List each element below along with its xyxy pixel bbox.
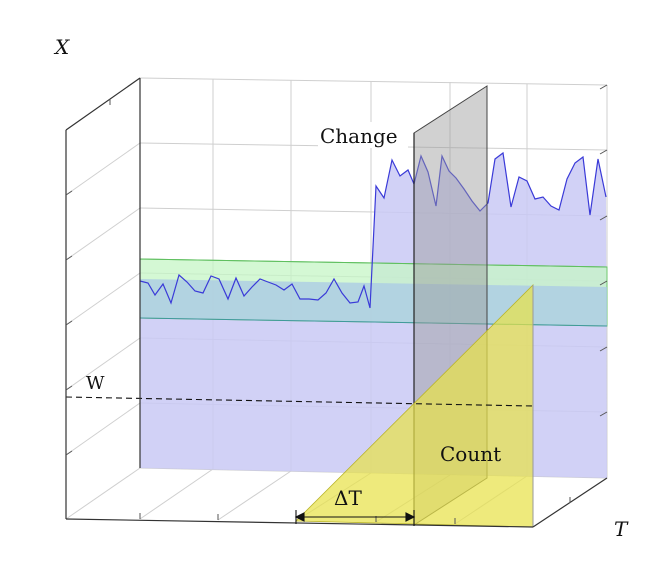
w-level-label: W xyxy=(86,373,105,394)
count-label: Count xyxy=(440,442,501,466)
w-threshold-line xyxy=(65,396,534,407)
change-label: Change xyxy=(320,124,398,148)
delta-t-bracket xyxy=(294,510,416,526)
signal-line xyxy=(139,151,607,309)
delta-t-label: ΔT xyxy=(334,486,362,510)
blue-band xyxy=(140,279,607,326)
t-axis-label: T xyxy=(614,517,629,541)
x-axis-label: X xyxy=(53,35,70,59)
right-axis-ticks xyxy=(569,84,608,503)
band-upper-edge xyxy=(139,258,608,268)
x-axis-ticks xyxy=(65,99,111,456)
change-label-bg xyxy=(318,122,408,148)
